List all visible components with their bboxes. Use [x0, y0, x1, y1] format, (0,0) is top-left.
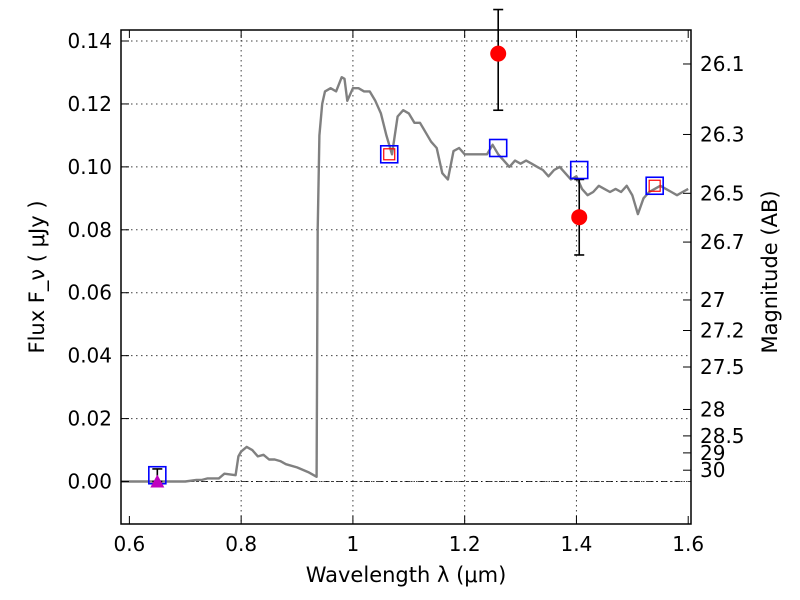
x-axis-title: Wavelength λ (μm)	[306, 563, 507, 587]
ticks-layer: 0.6 0.8 1 1.2 1.4 1.6 0.00 0.02 0.04 0.06 0.08 0.10…	[67, 29, 744, 556]
observed-inner-square	[648, 179, 661, 192]
model-band-square	[379, 144, 399, 164]
grid-layer	[121, 30, 691, 524]
y2-tick-label: 26.1	[700, 52, 745, 76]
model-band-square	[569, 160, 589, 180]
y2-tick-label: 28.5	[700, 424, 745, 448]
y2-tick-label: 26.3	[700, 122, 745, 146]
x-tick-label: 0.8	[225, 532, 257, 556]
y2-tick-label: 27.2	[700, 318, 745, 342]
y2-tick-label: 27.5	[700, 355, 745, 379]
y2-tick-label: 27	[700, 288, 725, 312]
y-tick-label: 0.14	[67, 29, 112, 53]
plot-frame	[120, 29, 692, 525]
x-tick-label: 1.6	[672, 532, 704, 556]
y-tick-label: 0.02	[67, 407, 112, 431]
x-tick-label: 1.2	[449, 532, 481, 556]
observed-detection-point	[490, 45, 507, 62]
y2-tick-label: 29	[700, 441, 725, 465]
y2-tick-label: 26.5	[700, 181, 745, 205]
y-tick-label: 0.04	[67, 344, 112, 368]
y-tick-label: 0.10	[67, 155, 112, 179]
y2-tick-label: 26.7	[700, 230, 745, 254]
y-tick-label: 0.08	[67, 218, 112, 242]
y-tick-label: 0.00	[67, 470, 112, 494]
observed-detection-point	[571, 209, 588, 226]
y2-axis-title: Magnitude (AB)	[758, 190, 782, 353]
model-band-square	[645, 176, 664, 196]
x-tick-label: 1.4	[561, 532, 593, 556]
model-band-square	[488, 138, 508, 158]
series-layer	[121, 8, 689, 488]
y-tick-label: 0.06	[67, 281, 112, 305]
observed-inner-square	[383, 148, 396, 161]
upper-limit-triangle	[150, 474, 165, 488]
y-tick-label: 0.12	[67, 92, 112, 116]
x-tick-label: 0.6	[113, 532, 145, 556]
y2-tick-label: 28	[700, 397, 725, 421]
y2-tick-label: 30	[700, 458, 725, 482]
y-axis-title: Flux F_ν ( μJy )	[25, 200, 50, 353]
x-tick-label: 1	[347, 532, 360, 556]
model-sed-line	[121, 75, 689, 483]
